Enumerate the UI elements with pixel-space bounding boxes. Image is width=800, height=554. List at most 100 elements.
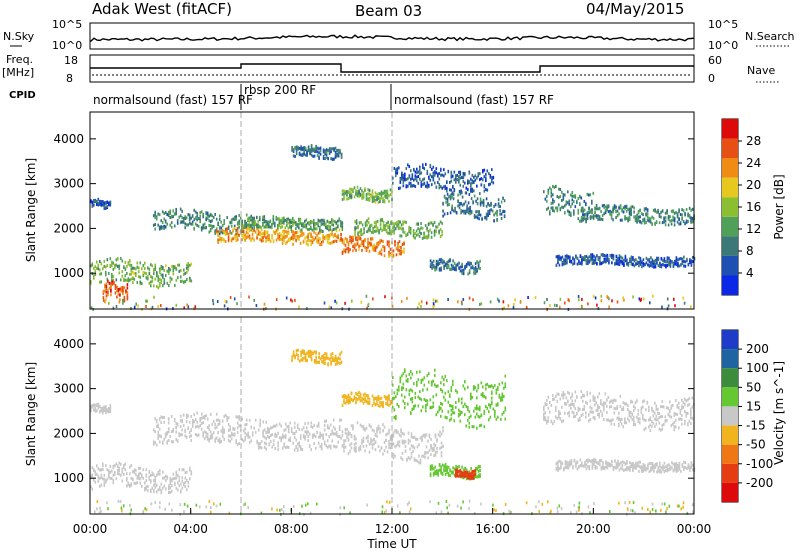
power-scatter-cell xyxy=(218,229,221,233)
power-scatter-cell xyxy=(467,188,469,192)
power-scatter-cell xyxy=(611,254,613,258)
velocity-scatter-cell xyxy=(394,454,396,458)
power-scatter-cell xyxy=(224,232,227,236)
power-scatter-cell xyxy=(372,229,374,232)
power-scatter-cell xyxy=(445,200,447,204)
power-noise-cell xyxy=(690,305,692,309)
velocity-scatter-cell xyxy=(291,358,293,362)
velocity-scatter-cell xyxy=(154,475,157,479)
power-scatter-cell xyxy=(112,267,115,271)
power-scatter-cell xyxy=(259,215,261,219)
power-scatter-cell xyxy=(630,208,632,212)
power-scatter-cell xyxy=(266,225,269,229)
power-scatter-cell xyxy=(163,217,165,221)
power-scatter-cell xyxy=(402,220,404,224)
velocity-scatter-cell xyxy=(190,428,192,432)
velocity-scatter-cell xyxy=(443,469,445,473)
velocity-scatter-cell xyxy=(330,356,332,360)
power-scatter-cell xyxy=(440,173,442,177)
power-scatter-cell xyxy=(639,215,641,219)
velocity-scatter-cell xyxy=(419,396,421,400)
velocity-scatter-cell xyxy=(284,446,287,449)
velocity-scatter-cell xyxy=(419,461,422,465)
velocity-scatter-cell xyxy=(100,407,103,411)
power-scatter-cell xyxy=(393,231,395,235)
velocity-scatter-cell xyxy=(488,418,490,422)
velocity-scatter-cell xyxy=(102,464,104,468)
velocity-scatter-cell xyxy=(155,420,158,424)
power-scatter-cell xyxy=(355,248,357,252)
power-scatter-cell xyxy=(651,215,653,219)
power-scatter-cell xyxy=(482,201,485,205)
velocity-scatter-cell xyxy=(491,384,493,388)
power-scatter-cell xyxy=(322,157,325,160)
velocity-scatter-cell xyxy=(165,479,167,482)
power-scatter-cell xyxy=(556,206,559,210)
power-scatter-cell xyxy=(640,221,643,225)
power-scatter-cell xyxy=(296,234,299,238)
velocity-scatter-cell xyxy=(386,395,389,399)
power-scatter-cell xyxy=(278,219,281,223)
velocity-scatter-cell xyxy=(221,426,224,430)
velocity-scatter-cell xyxy=(259,442,261,446)
power-scatter-cell xyxy=(107,279,109,283)
power-scatter-cell xyxy=(650,256,652,260)
power-scatter-cell xyxy=(573,212,575,216)
velocity-scatter-cell xyxy=(431,380,433,384)
power-scatter-cell xyxy=(473,270,475,274)
power-scatter-cell xyxy=(191,222,194,226)
power-scatter-cell xyxy=(459,172,462,176)
velocity-noise-cell xyxy=(556,506,559,510)
power-scatter-cell xyxy=(349,248,351,252)
power-scatter-cell xyxy=(443,195,446,199)
power-scatter-cell xyxy=(223,231,225,235)
velocity-scatter-cell xyxy=(477,415,480,419)
velocity-scatter-cell xyxy=(497,388,499,391)
velocity-scatter-cell xyxy=(447,400,450,404)
power-scatter-cell xyxy=(451,207,453,211)
power-scatter-cell xyxy=(400,227,403,231)
velocity-noise-cell xyxy=(283,505,285,509)
power-scatter-cell xyxy=(437,180,439,184)
power-scatter-cell xyxy=(291,148,293,152)
velocity-scatter-cell xyxy=(268,428,270,431)
velocity-scatter-cell xyxy=(328,357,331,361)
power-scatter-cell xyxy=(221,224,224,228)
power-scatter-cell xyxy=(630,258,633,262)
power-scatter-cell xyxy=(322,236,324,240)
power-scatter-cell xyxy=(320,229,323,233)
power-scatter-cell xyxy=(608,258,610,261)
power-scatter-cell xyxy=(343,248,345,252)
power-scatter-cell xyxy=(434,181,436,185)
velocity-scatter-cell xyxy=(174,476,176,480)
power-scatter-cell xyxy=(344,237,347,241)
power-scatter-cell xyxy=(483,189,486,193)
power-scatter-cell xyxy=(624,254,627,258)
power-scatter-cell xyxy=(645,207,647,211)
power-scatter-cell xyxy=(382,240,384,243)
power-scatter-cell xyxy=(491,176,493,180)
power-scatter-cell xyxy=(358,194,360,198)
power-scatter-cell xyxy=(343,189,345,193)
velocity-scatter-cell xyxy=(278,422,281,426)
velocity-scatter-cell xyxy=(371,404,374,408)
power-scatter-cell xyxy=(172,215,174,219)
velocity-scatter-cell xyxy=(361,438,363,442)
power-scatter-cell xyxy=(199,218,201,222)
power-scatter-cell xyxy=(331,240,333,244)
velocity-scatter-cell xyxy=(465,424,468,428)
power-scatter-cell xyxy=(238,233,240,237)
velocity-scatter-cell xyxy=(301,351,304,354)
power-scatter-cell xyxy=(433,229,436,233)
power-scatter-cell xyxy=(566,261,568,265)
power-scatter-cell xyxy=(469,205,471,209)
power-scatter-cell xyxy=(115,258,118,262)
power-scatter-cell xyxy=(256,227,258,231)
power-scatter-cell xyxy=(301,233,303,237)
power-scatter-cell xyxy=(196,214,198,218)
power-scatter-cell xyxy=(315,150,317,153)
velocity-scatter-cell xyxy=(214,426,216,430)
velocity-scatter-cell xyxy=(135,482,137,485)
power-scatter-cell xyxy=(643,207,646,211)
power-scatter-cell xyxy=(490,208,492,212)
